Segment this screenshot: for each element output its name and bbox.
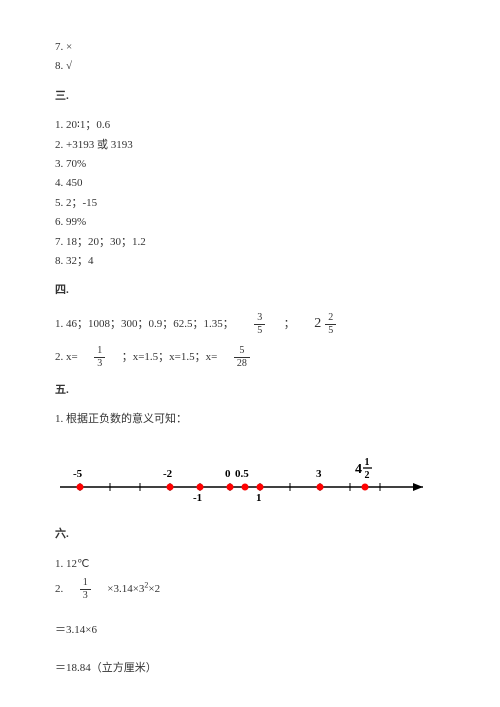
s3-l2: 2. +3193 或 3193: [55, 138, 445, 153]
s6-l4: ＝18.84（立方厘米）: [55, 661, 445, 676]
svg-text:-2: -2: [163, 468, 173, 480]
svg-text:0: 0: [225, 468, 231, 480]
s3-l8: 8. 32；4: [55, 254, 445, 269]
s6-l3: ＝3.14×6: [55, 623, 445, 638]
s4-l1: 1. 46；1008；300；0.9；62.5；1.35； 3 5 ； 2 2 …: [55, 313, 445, 336]
fraction-3-5: 3 5: [254, 313, 265, 336]
svg-text:4: 4: [355, 462, 362, 477]
section-4-head: 四.: [55, 283, 445, 298]
s5-l1: 1. 根据正负数的意义可知：: [55, 412, 445, 427]
q7-num: 7.: [55, 41, 63, 53]
mixed-2-2-5: 2 2 5: [314, 313, 339, 336]
section-3-head: 三.: [55, 89, 445, 104]
s6-l2b: ×3.14×3: [107, 583, 144, 595]
s3-l4: 4. 450: [55, 176, 445, 191]
svg-text:1: 1: [365, 457, 370, 468]
s4-l1a: 1. 46；1008；300；0.9；62.5；1.35；: [55, 318, 234, 330]
svg-text:-5: -5: [73, 468, 83, 480]
fraction-1-3: 1 3: [94, 346, 105, 369]
answer-7: 7. ×: [55, 40, 445, 55]
fraction-5-28: 5 28: [234, 346, 250, 369]
s4-sep: ；: [284, 318, 295, 330]
s4-l2b: ；x=1.5；x=1.5；x=: [122, 351, 218, 363]
svg-text:0.5: 0.5: [235, 468, 249, 480]
svg-text:2: 2: [365, 470, 370, 481]
s6-l1: 1. 12℃: [55, 557, 445, 572]
s3-l1: 1. 20∶1；0.6: [55, 118, 445, 133]
s6-l2: 2. 1 3 ×3.14×32×2: [55, 578, 445, 601]
svg-text:3: 3: [316, 468, 322, 480]
s3-l5: 5. 2；-15: [55, 196, 445, 211]
q7-sym: ×: [66, 41, 72, 53]
number-line: -5-2-100.513412: [55, 447, 445, 517]
number-line-svg: -5-2-100.513412: [55, 447, 445, 517]
s6-l2a: 2.: [55, 583, 63, 595]
s3-l3: 3. 70%: [55, 157, 445, 172]
s3-l6: 6. 99%: [55, 215, 445, 230]
answer-8: 8. √: [55, 59, 445, 74]
s4-l2: 2. x= 1 3 ；x=1.5；x=1.5；x= 5 28: [55, 346, 445, 369]
s3-l7: 7. 18；20；30；1.2: [55, 235, 445, 250]
svg-text:1: 1: [256, 492, 262, 504]
section-5-head: 五.: [55, 383, 445, 398]
q8-sym: √: [66, 60, 72, 72]
section-6-head: 六.: [55, 527, 445, 542]
svg-text:-1: -1: [193, 492, 202, 504]
q8-num: 8.: [55, 60, 63, 72]
s4-l2a: 2. x=: [55, 351, 78, 363]
fraction-1-3b: 1 3: [80, 578, 91, 601]
s6-l2c: ×2: [148, 583, 160, 595]
